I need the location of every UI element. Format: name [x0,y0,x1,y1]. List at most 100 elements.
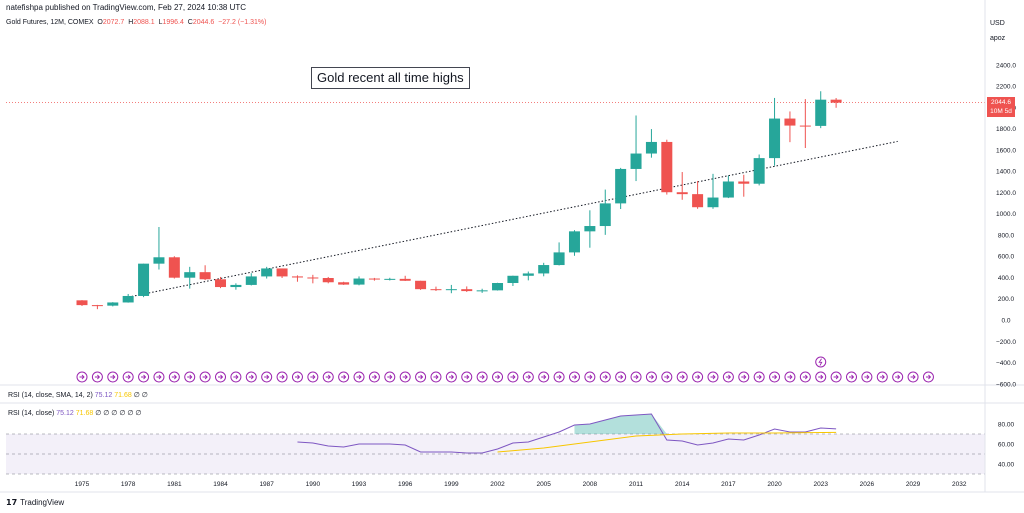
rsi-pane-2-legend[interactable]: RSI (14, close) 75.12 71.68 ∅ ∅ ∅ ∅ ∅ ∅ [8,409,142,417]
candle-body [615,168,627,204]
candle-body [538,265,550,274]
rsi-pane-1-value: 75.12 [94,392,113,399]
chevron-right-icon [325,374,331,380]
chevron-right-icon [695,374,701,380]
chevron-right-icon [510,374,516,380]
y-tick-label: 1400.0 [996,169,1016,176]
chevron-right-icon [110,374,116,380]
y-tick-label: 1600.0 [996,147,1016,154]
trendline-layer[interactable] [128,140,898,298]
candle [276,268,288,279]
rsi-pane-1-legend[interactable]: RSI (14, close, SMA, 14, 2) 75.12 71.68 … [8,391,148,399]
tradingview-logo[interactable]: 𝟭𝟳 TradingView [6,498,67,507]
candle [707,173,719,209]
x-tick-label: 1999 [444,481,459,488]
chevron-right-icon [571,374,578,380]
chevron-right-icon [633,374,639,380]
y-tick-label: 2200.0 [996,84,1016,91]
y-tick-label: 600.0 [998,254,1015,261]
x-tick-label: 1975 [75,481,90,488]
chevron-right-icon [618,374,624,380]
y-tick-label: −400.0 [996,360,1016,367]
chevron-right-icon [895,374,901,380]
chevron-right-icon [664,374,670,380]
x-axis-labels: 1975 1978 1981 1984 1987 1990 1993 1996 1999 2002… [75,481,967,488]
ohlc-low: 1996.4 [162,19,184,26]
chevron-right-icon [525,374,531,380]
last-price-countdown: 10M 5d [990,108,1012,115]
rsi-line [297,413,837,454]
rsi-pane-2-ma: 71.68 [75,410,94,417]
y-tick-label: 200.0 [998,296,1015,303]
x-tick-label: 2014 [675,481,690,488]
last-price-value: 2044.6 [991,99,1011,106]
chevron-right-icon [925,374,932,380]
candle-body [769,118,781,159]
chevron-right-icon [433,374,439,380]
y-tick-label: 1800.0 [996,126,1016,133]
chevron-right-icon [495,374,501,380]
y-tick-label: 2400.0 [996,62,1016,69]
candle-body [645,141,657,154]
candle [230,283,242,290]
candle [645,129,657,158]
candle-body [430,289,442,291]
annotation-callout[interactable]: Gold recent all time highs [311,67,470,89]
chevron-right-icon [448,374,454,380]
candle [538,262,550,277]
ohlc-low-label: L [158,19,163,26]
candle [353,276,365,286]
y-tick-label: 800.0 [998,232,1015,239]
ohlc-open-label: O [97,19,103,26]
rsi-ma-line [497,431,837,453]
candle-body [676,192,688,195]
candle-body [661,141,673,193]
candle [799,99,811,149]
chevron-right-icon [248,374,254,380]
unit-label[interactable]: apoz [990,35,1006,42]
candle [245,273,257,286]
rsi-pane-1-title: RSI (14, close, SMA, 14, 2) [8,392,93,399]
candle [722,175,734,199]
chevron-right-icon [833,374,839,380]
x-tick-label: 1996 [398,481,413,488]
x-tick-label: 2008 [583,481,598,488]
ohlc-close-label: C [187,19,193,26]
symbol-legend[interactable]: Gold Futures, 12M, COMEX O2072.7 H2088.1… [6,19,266,26]
candle-body [199,272,211,280]
published-by: natefishpa published on TradingView.com,… [6,3,247,12]
currency-label[interactable]: USD [990,20,1005,27]
candle [692,180,704,209]
candle-body [784,118,796,126]
candle [599,189,611,235]
candle [430,286,442,291]
candle [168,256,180,279]
y-tick-label: −200.0 [996,339,1016,346]
chevron-right-icon [541,374,547,380]
chevron-right-icon [479,374,485,380]
candles-layer[interactable] [76,91,842,310]
candle [830,98,842,108]
ohlc-high-label: H [128,19,134,26]
candle-body [215,279,227,288]
x-tick-label: 2029 [906,481,921,488]
candle-body [415,280,427,290]
candle [338,281,350,285]
candle [476,288,488,293]
chevron-right-icon [648,374,655,380]
candle-body [122,295,134,303]
y-tick-label: −600.0 [996,381,1016,388]
candle [584,210,596,248]
chevron-right-icon [294,374,301,380]
chevron-right-icon [402,374,408,380]
y-axis-labels: 2400.02200.02000.01800.01600.01400.01200… [996,62,1016,468]
chevron-right-icon [356,374,362,380]
events-row[interactable] [76,356,934,383]
symbol-name: Gold Futures, 12M, COMEX [6,19,94,26]
candle [676,172,688,200]
axes [0,0,1024,493]
chevron-right-icon [79,374,85,380]
chevron-right-icon [787,374,793,380]
candle [307,274,319,284]
